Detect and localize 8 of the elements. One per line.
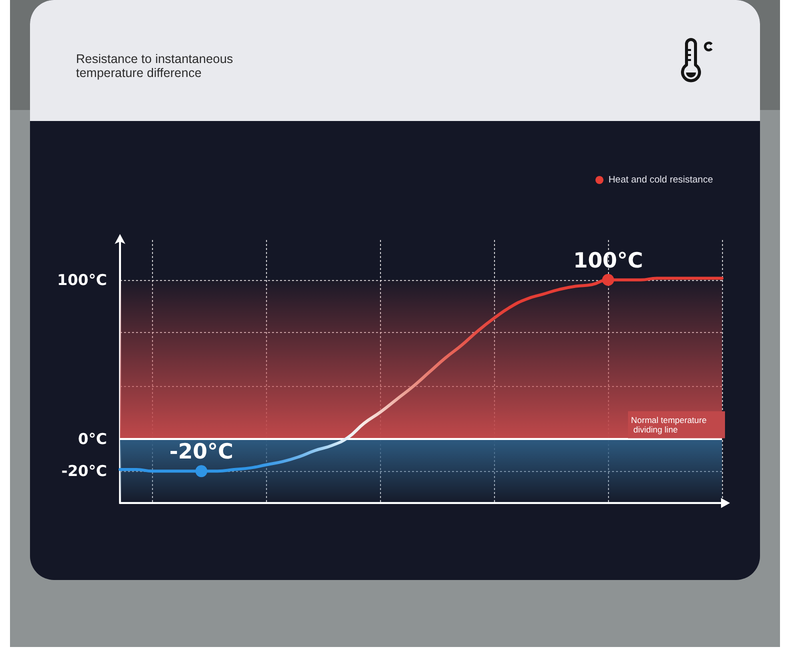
chart-title: Resistance to instantaneous temperature difference — [76, 52, 237, 80]
y-tick-label: 0°C — [78, 430, 107, 448]
ref-line-label: Normal temperature dividing line — [631, 414, 707, 434]
y-tick-label: -20°C — [61, 462, 107, 480]
data-label: 100°C — [573, 248, 643, 272]
legend-label: Heat and cold resistance — [608, 174, 713, 186]
data-label: -20°C — [169, 440, 234, 464]
y-tick-label: 100°C — [57, 270, 107, 289]
